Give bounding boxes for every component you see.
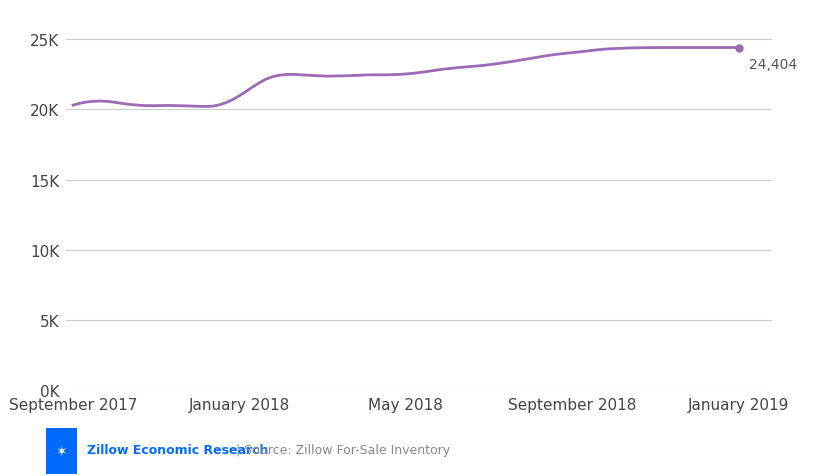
Text: Zillow Economic Research: Zillow Economic Research (87, 443, 269, 456)
Text: | Source: Zillow For-Sale Inventory: | Source: Zillow For-Sale Inventory (232, 443, 451, 456)
Text: 24,404: 24,404 (749, 58, 797, 72)
Text: ✶: ✶ (56, 444, 67, 458)
